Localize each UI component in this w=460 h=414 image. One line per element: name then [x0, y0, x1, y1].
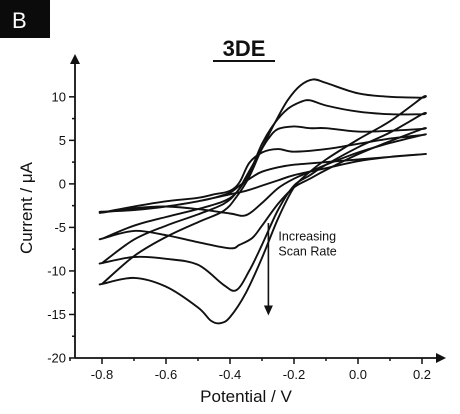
panel-label: B: [12, 8, 27, 33]
curves: [98, 78, 427, 325]
cv-curve-4: [98, 99, 427, 292]
annotation-text-line: Scan Rate: [278, 244, 336, 258]
axes: [70, 54, 446, 363]
x-axis-label: Potential / V: [200, 387, 292, 406]
y-tick-label: -15: [47, 307, 66, 322]
annotation-arrow-head: [263, 305, 273, 316]
annotation-text-line: Increasing: [278, 229, 336, 243]
y-tick-label: -5: [54, 220, 66, 235]
y-tick-label: 5: [59, 133, 66, 148]
panel-label-box: [0, 0, 50, 38]
x-tick-label: -0.6: [155, 367, 177, 382]
cv-curve-5: [98, 78, 427, 325]
x-tick-label: -0.2: [283, 367, 305, 382]
x-tick-label: 0.2: [413, 367, 431, 382]
x-tick-label: -0.8: [91, 367, 113, 382]
y-axis-label: Current / μA: [17, 161, 36, 254]
x-tick-label: 0.0: [349, 367, 367, 382]
y-tick-label: 0: [59, 176, 66, 191]
y-tick-label: 10: [52, 89, 66, 104]
y-tick-label: -20: [47, 351, 66, 366]
cv-curve-2: [98, 133, 427, 217]
chart-title: 3DE: [223, 36, 266, 61]
y-axis-arrow: [70, 54, 80, 64]
x-tick-label: -0.4: [219, 367, 241, 382]
x-axis-arrow: [436, 353, 446, 363]
cv-curve-1: [98, 152, 427, 213]
y-tick-label: -10: [47, 263, 66, 278]
tick-marks: -20 -15 -10 -5 0 5 10 -0.8 -0.6 -0.4 -0.2 0.0 0.2: [47, 89, 431, 382]
